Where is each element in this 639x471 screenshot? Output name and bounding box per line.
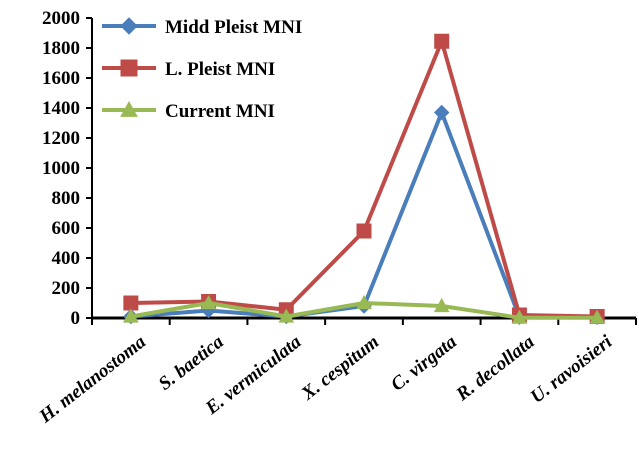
triangle-marker xyxy=(433,297,450,313)
y-tick-label: 200 xyxy=(52,278,81,299)
y-tick-label: 400 xyxy=(52,248,81,269)
triangle-marker xyxy=(123,308,139,323)
y-tick-label: 0 xyxy=(71,308,81,329)
x-category-label: S. baetica xyxy=(155,331,228,395)
x-category-label: C. virgata xyxy=(387,331,461,395)
x-category-label: U. ravoisieri xyxy=(527,331,617,408)
square-marker xyxy=(356,223,372,239)
y-tick-label: 2000 xyxy=(42,8,80,29)
triangle-marker xyxy=(511,309,528,324)
y-tick-label: 800 xyxy=(52,188,81,209)
legend-label: Current MNI xyxy=(165,101,275,122)
triangle-marker xyxy=(200,294,217,310)
y-tick-label: 1000 xyxy=(42,158,80,179)
y-tick-label: 1200 xyxy=(42,128,80,149)
series-triangle xyxy=(123,294,605,324)
series-line xyxy=(130,39,598,319)
diamond-marker xyxy=(120,17,138,35)
triangle-marker xyxy=(120,100,138,117)
y-tick-label: 1600 xyxy=(42,68,80,89)
y-tick-label: 1400 xyxy=(42,98,80,119)
x-category-label: X. cespitum xyxy=(297,331,383,405)
series-diamond xyxy=(123,104,605,325)
triangle-marker xyxy=(356,294,372,310)
series-lines xyxy=(123,33,605,325)
square-marker xyxy=(434,33,450,49)
y-tick-label: 1800 xyxy=(42,38,80,59)
legend-label: Midd Pleist MNI xyxy=(165,17,302,38)
y-tick-label: 600 xyxy=(52,218,81,239)
legend-item: L. Pleist MNI xyxy=(102,59,275,80)
square-marker xyxy=(123,295,139,311)
triangle-marker xyxy=(278,308,295,323)
series-line xyxy=(130,110,598,320)
diamond-marker xyxy=(434,104,450,121)
legend-item: Current MNI xyxy=(102,100,275,122)
x-category-label: R. decollata xyxy=(452,331,539,406)
x-category-label: H. melanostoma xyxy=(35,331,151,428)
legend: Midd Pleist MNI L. Pleist MNI Current MNI xyxy=(102,17,302,122)
legend-label: L. Pleist MNI xyxy=(165,59,275,80)
square-marker xyxy=(120,59,138,77)
triangle-marker xyxy=(589,309,605,324)
y-axis: 0 200 400 600 800 1000 1200 1400 1600 1800 2000 xyxy=(42,8,93,329)
legend-item: Midd Pleist MNI xyxy=(102,17,302,38)
